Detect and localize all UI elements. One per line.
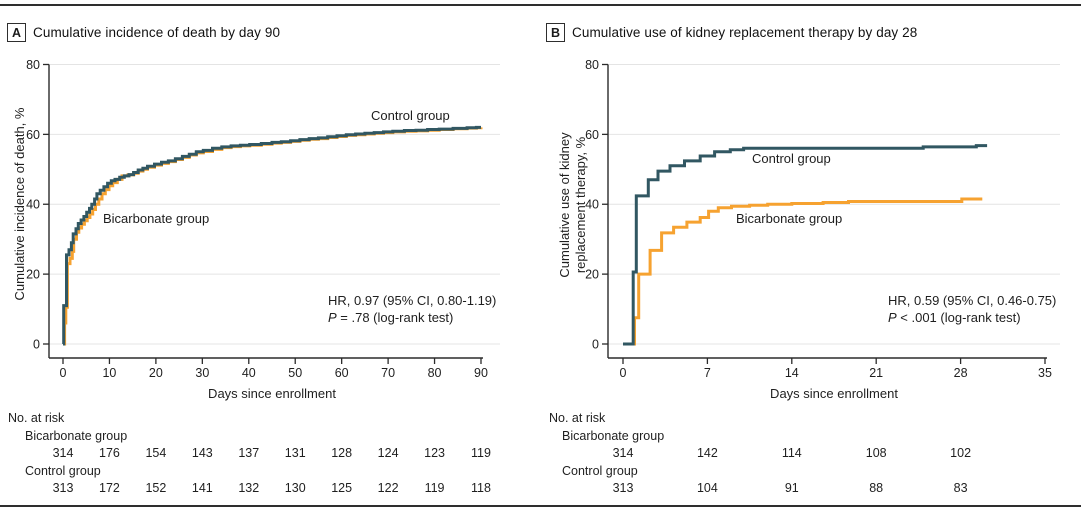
y-tick-label: 20 <box>26 268 40 282</box>
bottom-rule <box>0 505 1081 507</box>
risk-value: 314 <box>612 446 634 460</box>
x-tick-label: 21 <box>869 366 883 380</box>
panel-b-y-axis-label-line2: replacement therapy, % <box>573 136 588 274</box>
panel-b-y-axis-label-line1: Cumulative use of kidney <box>557 132 572 278</box>
x-tick-label: 0 <box>60 366 67 380</box>
risk-value: 124 <box>377 446 399 460</box>
y-tick-label: 40 <box>585 198 599 212</box>
panel-b-hr-text: HR, 0.59 (95% CI, 0.46-0.75) <box>888 293 1057 308</box>
x-tick-label: 60 <box>335 366 349 380</box>
panel-a-y-axis-label: Cumulative incidence of death, % <box>12 108 28 301</box>
x-tick-label: 50 <box>288 366 302 380</box>
risk-value: 176 <box>99 446 120 460</box>
risk-value: 131 <box>284 446 306 460</box>
risk-value: 130 <box>284 481 306 495</box>
top-rule <box>0 4 1081 6</box>
risk-value: 141 <box>191 481 213 495</box>
panel-a-risk-header: No. at risk <box>8 411 65 425</box>
x-tick-label: 0 <box>620 366 627 380</box>
y-tick-label: 0 <box>592 338 599 352</box>
risk-value: 154 <box>145 446 167 460</box>
panel-b-risk-row2-label: Control group <box>562 464 638 478</box>
y-tick-label: 40 <box>26 198 40 212</box>
y-tick-label: 0 <box>33 338 40 352</box>
panel-a-letter-badge: A <box>7 23 26 42</box>
panel-b-title: Cumulative use of kidney replacement the… <box>572 25 918 40</box>
risk-value: 123 <box>424 446 445 460</box>
y-tick-label: 80 <box>585 58 599 72</box>
y-tick-label: 80 <box>26 58 40 72</box>
y-tick-label: 20 <box>585 268 599 282</box>
panel-a-hr-text: HR, 0.97 (95% CI, 0.80-1.19) <box>328 293 497 308</box>
panel-a-risk-row2-label: Control group <box>25 464 101 478</box>
x-tick-label: 28 <box>954 366 968 380</box>
risk-value: 128 <box>331 446 353 460</box>
risk-value: 125 <box>331 481 353 495</box>
risk-value: 143 <box>191 446 213 460</box>
x-tick-label: 20 <box>149 366 163 380</box>
panel-a-control-curve-label: Control group <box>371 108 450 123</box>
panel-b-x-axis-label: Days since enrollment <box>770 386 898 401</box>
risk-value: 137 <box>238 446 260 460</box>
x-tick-label: 10 <box>102 366 116 380</box>
x-tick-label: 7 <box>704 366 711 380</box>
panel-b-risk-header: No. at risk <box>549 411 606 425</box>
risk-value: 108 <box>865 446 887 460</box>
risk-value: 142 <box>696 446 718 460</box>
panel-b-bicarbonate-curve-label: Bicarbonate group <box>736 211 843 226</box>
panel-a-bicarbonate-curve-label: Bicarbonate group <box>103 211 210 226</box>
panel-a-risk-row1-label: Bicarbonate group <box>25 429 128 443</box>
panel-b-control-curve-label: Control group <box>752 151 831 166</box>
risk-value: 313 <box>612 481 634 495</box>
curve-control-group <box>623 144 988 346</box>
y-tick-label: 60 <box>26 128 40 142</box>
panel-b-header: B Cumulative use of kidney replacement t… <box>546 23 917 42</box>
risk-value: 119 <box>424 481 445 495</box>
x-tick-label: 40 <box>242 366 256 380</box>
panel-b-annotation: HR, 0.59 (95% CI, 0.46-0.75) P < .001 (l… <box>888 292 1056 326</box>
risk-value: 314 <box>52 446 74 460</box>
risk-value: 102 <box>950 446 972 460</box>
risk-value: 152 <box>145 481 167 495</box>
panel-b-y-axis-label: Cumulative use of kidney replacement the… <box>557 132 589 277</box>
risk-value: 83 <box>953 481 968 495</box>
risk-value: 172 <box>99 481 120 495</box>
risk-value: 91 <box>784 481 799 495</box>
panel-a-x-axis-label: Days since enrollment <box>208 386 336 401</box>
x-tick-label: 14 <box>785 366 799 380</box>
risk-value: 104 <box>696 481 718 495</box>
risk-value: 114 <box>781 446 802 460</box>
panel-b-risk-row1-label: Bicarbonate group <box>562 429 665 443</box>
x-tick-label: 80 <box>428 366 442 380</box>
panel-a-header: A Cumulative incidence of death by day 9… <box>7 23 280 42</box>
x-tick-label: 70 <box>381 366 395 380</box>
panel-b-letter-badge: B <box>546 23 565 42</box>
curve-bicarbonate-group <box>623 197 983 346</box>
x-tick-label: 30 <box>195 366 209 380</box>
risk-value: 88 <box>869 481 884 495</box>
panel-b-p-text: P < .001 (log-rank test) <box>888 310 1021 325</box>
risk-value: 313 <box>52 481 74 495</box>
x-tick-label: 90 <box>474 366 488 380</box>
panel-a-annotation: HR, 0.97 (95% CI, 0.80-1.19) P = .78 (lo… <box>328 292 496 326</box>
curve-control-group <box>62 125 481 346</box>
risk-value: 118 <box>471 481 491 495</box>
risk-value: 122 <box>377 481 399 495</box>
y-tick-label: 60 <box>585 128 599 142</box>
risk-value: 119 <box>471 446 491 460</box>
risk-value: 132 <box>238 481 260 495</box>
x-tick-label: 35 <box>1038 366 1052 380</box>
panel-a-title: Cumulative incidence of death by day 90 <box>33 25 281 40</box>
panel-a-p-text: P = .78 (log-rank test) <box>328 310 454 325</box>
panel-a-y-axis-label-line: Cumulative incidence of death, % <box>12 107 27 301</box>
